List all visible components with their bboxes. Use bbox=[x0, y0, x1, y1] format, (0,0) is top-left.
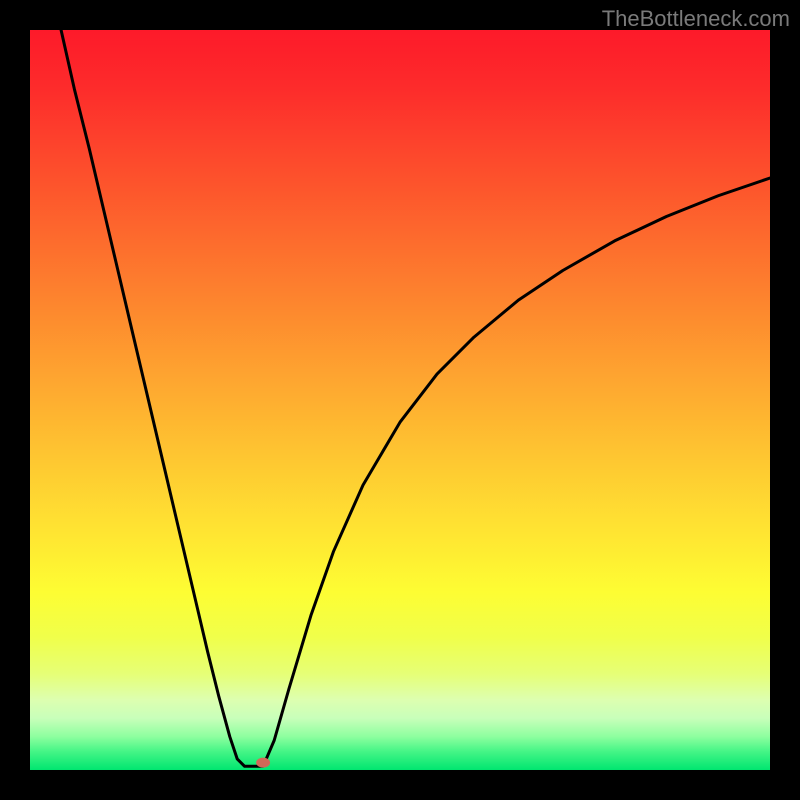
min-marker bbox=[256, 758, 270, 768]
chart-stage: TheBottleneck.com bbox=[0, 0, 800, 800]
watermark-text: TheBottleneck.com bbox=[602, 6, 790, 32]
bottleneck-curve bbox=[61, 30, 770, 766]
curve-layer bbox=[30, 30, 770, 770]
plot-area bbox=[30, 30, 770, 770]
